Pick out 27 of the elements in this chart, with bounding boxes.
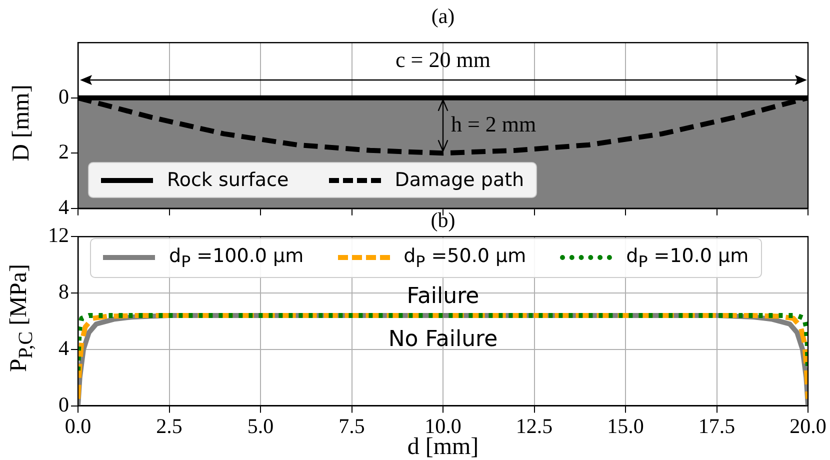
chart-title: (a) [430,4,456,28]
annotation: h = 2 mm [451,111,536,136]
legend-label: d$_{P}$ =100.0 μm [169,245,304,271]
x-tick-label: 7.5 [338,414,365,438]
annotation: c = 20 mm [396,47,490,72]
y-axis-title: D [mm] [8,84,36,162]
y-tick-label: 4 [58,336,70,360]
chart-title: (b) [430,208,456,232]
y-tick-label: 8 [58,280,69,304]
annotation: Failure [406,284,480,309]
y-tick-label: 2 [58,140,69,164]
x-tick-label: 2.5 [156,414,182,438]
legend-label: d$_{P}$ =50.0 μm [404,245,526,271]
x-tick-label: 12.5 [516,414,553,438]
x-tick-label: 17.5 [698,414,736,438]
x-tick-label: 15.0 [607,414,644,438]
legend-label: Damage path [394,169,524,191]
y-tick-label: 0 [58,84,69,108]
y-tick-label: 4 [58,194,70,219]
legend-label: Rock surface [167,169,289,191]
y-tick-label: 12 [48,223,69,248]
x-tick-label: 5.0 [247,414,274,438]
annotation: No Failure [388,327,498,352]
x-tick-label: 0.0 [64,414,92,438]
legend-label: d$_{P}$ =10.0 μm [626,245,749,271]
x-tick-label: 20.0 [790,414,826,438]
y-tick-label: 0 [58,392,69,416]
